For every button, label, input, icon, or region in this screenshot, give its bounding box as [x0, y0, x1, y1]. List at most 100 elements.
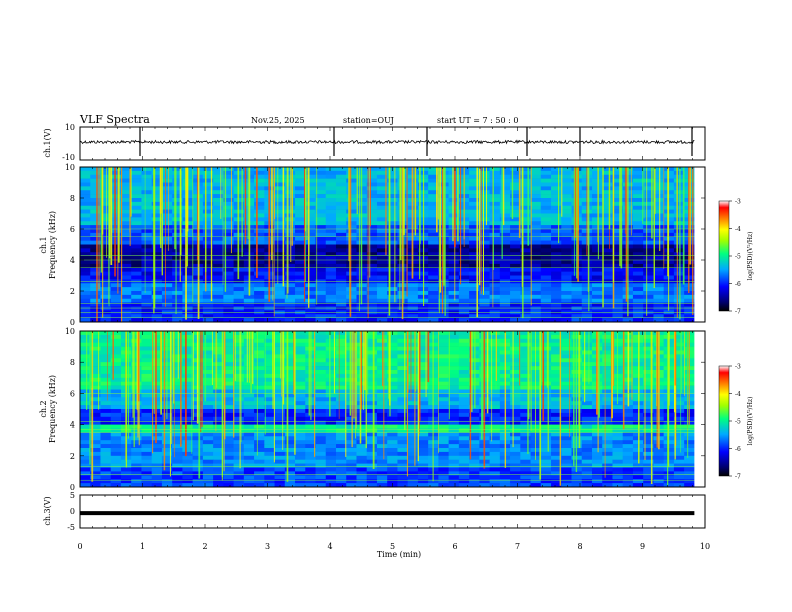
spec-cell	[172, 209, 183, 214]
spec-cell	[80, 381, 91, 386]
spec-cell	[141, 405, 153, 410]
freq-tick-label: 0	[70, 318, 75, 327]
spec-cell	[366, 283, 378, 288]
spec-cell	[540, 252, 552, 257]
spec-cell	[305, 483, 317, 488]
spec-cell	[561, 467, 572, 472]
spec-cell	[213, 221, 224, 226]
spec-cell	[335, 229, 347, 234]
spec-cell	[407, 455, 419, 460]
spec-cell	[458, 393, 470, 398]
spec-cell	[458, 405, 470, 410]
spec-cell	[428, 170, 439, 176]
spec-cell	[489, 221, 501, 226]
spec-cell	[366, 306, 378, 311]
spec-cell	[254, 221, 265, 226]
spec-cell	[315, 306, 327, 311]
spec-cell	[254, 225, 265, 230]
spec-cell	[591, 448, 603, 453]
spec-cell	[407, 381, 419, 386]
spec-cell	[489, 275, 501, 280]
spec-cell	[192, 479, 204, 484]
spec-cell	[622, 424, 634, 429]
spec-cell	[223, 229, 235, 234]
spec-cell	[141, 412, 153, 418]
spec-cell	[202, 194, 214, 199]
spec-cell	[110, 463, 122, 468]
spec-cell	[131, 294, 142, 300]
spec-cell	[417, 373, 429, 379]
spec-cell	[632, 302, 644, 307]
spec-cell	[438, 463, 450, 468]
spec-cell	[325, 370, 337, 375]
spec-cell	[274, 205, 286, 210]
spec-cell	[284, 182, 296, 187]
spec-cell	[100, 451, 112, 457]
spec-cell	[479, 236, 491, 241]
spec-cell	[581, 373, 593, 379]
spec-cell	[284, 455, 296, 460]
spec-cell	[540, 186, 552, 191]
spec-cell	[151, 475, 163, 480]
spec-cell	[499, 283, 511, 288]
spec-cell	[561, 455, 572, 460]
spec-cell	[387, 354, 398, 359]
spec-cell	[274, 194, 286, 199]
spec-cell	[141, 248, 153, 253]
spec-cell	[131, 409, 142, 414]
spec-cell	[110, 409, 122, 414]
spec-cell	[387, 283, 398, 288]
spec-cell	[161, 448, 173, 453]
spec-cell	[417, 377, 429, 382]
spec-cell	[561, 298, 572, 303]
spec-cell	[479, 209, 491, 214]
spec-cell	[581, 358, 593, 363]
spec-cell	[438, 287, 450, 292]
spec-cell	[653, 287, 665, 292]
spec-cell	[233, 409, 245, 414]
spec-cell	[223, 275, 235, 280]
spec-cell	[561, 459, 572, 464]
spec-cell	[407, 401, 419, 406]
spec-cell	[213, 444, 224, 449]
spec-cell	[612, 240, 624, 245]
spec-cell	[684, 294, 695, 300]
spec-cell	[673, 354, 685, 359]
spec-cell	[151, 467, 163, 472]
spec-cell	[172, 389, 183, 394]
spec-cell	[479, 221, 491, 226]
spec-cell	[366, 221, 378, 226]
spec-cell	[202, 291, 214, 296]
spec-cell	[325, 440, 337, 445]
spec-cell	[581, 416, 593, 421]
spec-cell	[510, 436, 521, 441]
spec-cell	[469, 455, 480, 460]
spec-cell	[223, 475, 235, 480]
spec-cell	[489, 291, 501, 296]
spec-cell	[438, 479, 450, 484]
spec-cell	[264, 381, 276, 386]
spec-cell	[540, 420, 552, 425]
spec-cell	[305, 428, 317, 433]
spec-cell	[540, 306, 552, 311]
spec-cell	[100, 459, 112, 464]
spec-cell	[489, 283, 501, 288]
spec-cell	[80, 459, 91, 464]
spec-cell	[315, 213, 327, 218]
spec-cell	[172, 205, 183, 210]
spec-cell	[202, 440, 214, 445]
spec-cell	[223, 232, 235, 238]
spec-cell	[561, 256, 572, 261]
spec-cell	[172, 213, 183, 218]
spec-cell	[643, 471, 654, 476]
spec-cell	[643, 287, 654, 292]
spec-cell	[499, 170, 511, 176]
spec-cell	[284, 373, 296, 379]
spec-cell	[141, 205, 153, 210]
spec-cell	[284, 314, 296, 319]
spec-cell	[315, 475, 327, 480]
spec-cell	[335, 232, 347, 238]
spec-cell	[295, 271, 306, 276]
spec-cell	[151, 405, 163, 410]
spec-cell	[428, 267, 439, 272]
